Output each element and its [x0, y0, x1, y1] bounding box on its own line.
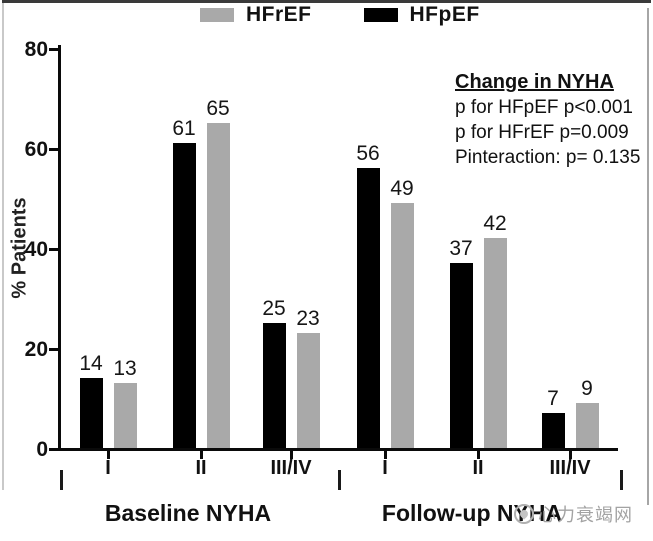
- bar-hfpef-iii-iv: [541, 413, 565, 448]
- annotation-line-hfpef: p for HFpEF p<0.001: [455, 97, 633, 118]
- annotation-line-interaction: Pinteraction: p= 0.135: [455, 147, 641, 168]
- bar-hfpef-ii: [449, 263, 473, 448]
- group-label-baseline: Baseline NYHA: [104, 500, 272, 526]
- legend-item-hfref: HFrEF: [200, 3, 312, 27]
- bar-value-label: 25: [262, 297, 286, 320]
- watermark-text: 心力衰竭网: [538, 505, 633, 525]
- bar-hfref-iii-iv: [575, 403, 599, 448]
- frame-border-right: [647, 8, 649, 505]
- bar-hfref-ii: [483, 238, 507, 448]
- frame-border-left: [2, 3, 4, 490]
- bar-hfref-ii: [206, 123, 230, 448]
- bar-hfref-iii-iv: [296, 333, 320, 448]
- x-category-label: I: [105, 457, 111, 479]
- bar-value-label: 9: [581, 377, 593, 400]
- bar-value-label: 7: [547, 387, 559, 410]
- x-category-label: III/IV: [270, 457, 312, 479]
- hfref-swatch-icon: [200, 8, 234, 22]
- stats-annotation: Change in NYHA p for HFpEF p<0.001 p for…: [455, 70, 640, 170]
- y-axis-tick: [49, 148, 58, 151]
- hfpef-swatch-icon: [363, 8, 398, 22]
- bar-value-label: 23: [296, 307, 320, 330]
- bar-value-label: 65: [206, 97, 230, 120]
- annotation-title: Change in NYHA: [455, 71, 614, 93]
- bar-value-label: 13: [113, 357, 137, 380]
- frame-border-top: [2, 0, 651, 3]
- x-axis-tick: [477, 451, 480, 459]
- y-axis-tick: [49, 448, 58, 451]
- bar-value-label: 42: [483, 212, 507, 235]
- bar-hfpef-ii: [172, 143, 196, 448]
- legend-label-hfref: HFrEF: [246, 3, 312, 26]
- x-axis-tick: [290, 451, 293, 459]
- group-separator-2: [620, 470, 623, 490]
- bar-hfpef-i: [79, 378, 103, 448]
- bar-value-label: 56: [356, 142, 380, 165]
- x-category-label: III/IV: [549, 457, 591, 479]
- bar-hfref-i: [390, 203, 414, 448]
- bar-hfpef-i: [356, 168, 380, 448]
- y-tick-label: 40: [24, 238, 48, 261]
- bar-hfref-i: [113, 383, 137, 448]
- bar-value-label: 61: [172, 117, 196, 140]
- group-separator-0: [60, 470, 63, 490]
- y-axis-tick: [49, 248, 58, 251]
- y-tick-label: 60: [24, 138, 48, 161]
- y-tick-label: 0: [36, 438, 48, 461]
- y-tick-label: 20: [24, 338, 48, 361]
- annotation-line-hfref: p for HFrEF p=0.009: [455, 122, 629, 143]
- watermark-logo-icon: [514, 504, 534, 524]
- bar-value-label: 49: [390, 177, 414, 200]
- y-axis-tick: [49, 48, 58, 51]
- x-axis-tick: [200, 451, 203, 459]
- x-category-label: II: [195, 457, 207, 479]
- bar-value-label: 14: [79, 352, 103, 375]
- group-separator-1: [338, 470, 341, 490]
- y-axis-tick: [49, 348, 58, 351]
- x-category-label: I: [382, 457, 388, 479]
- chart-legend: HFrEF HFpEF: [200, 3, 480, 27]
- y-axis-line: [58, 45, 61, 451]
- watermark: 心力衰竭网: [514, 501, 633, 527]
- y-tick-label: 80: [24, 38, 48, 61]
- legend-item-hfpef: HFpEF: [363, 3, 480, 27]
- x-axis-tick: [569, 451, 572, 459]
- x-axis-line: [58, 448, 618, 451]
- x-axis-tick: [107, 451, 110, 459]
- x-axis-tick: [384, 451, 387, 459]
- x-category-label: II: [472, 457, 484, 479]
- bar-hfpef-iii-iv: [262, 323, 286, 448]
- legend-label-hfpef: HFpEF: [409, 3, 480, 26]
- bar-value-label: 37: [449, 237, 473, 260]
